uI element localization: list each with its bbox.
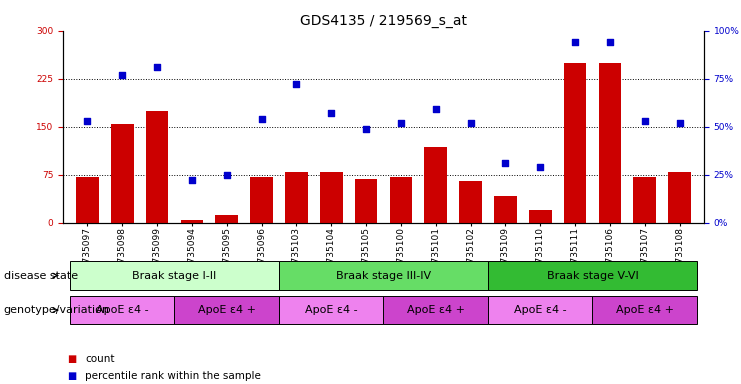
Point [569,39,581,45]
Bar [634,177,656,223]
Bar [216,215,238,223]
Point [499,160,511,166]
Text: Braak stage I-II: Braak stage I-II [133,270,216,281]
Text: ApoE ε4 +: ApoE ε4 + [407,305,465,315]
Bar [564,63,586,223]
Text: ApoE ε4 -: ApoE ε4 - [96,305,148,315]
Text: genotype/variation: genotype/variation [4,305,110,315]
Bar [76,177,99,223]
Text: ApoE ε4 -: ApoE ε4 - [514,305,567,315]
Bar [425,147,447,223]
Bar [320,172,342,223]
Text: ApoE ε4 +: ApoE ε4 + [198,305,256,315]
Point [116,72,128,78]
Bar [459,181,482,223]
Bar [529,210,551,223]
Point [221,172,233,178]
Point [290,81,302,88]
Point [534,164,546,170]
Text: Braak stage III-IV: Braak stage III-IV [336,270,431,281]
Text: ApoE ε4 -: ApoE ε4 - [305,305,357,315]
Text: percentile rank within the sample: percentile rank within the sample [85,371,261,381]
Point [674,120,685,126]
Point [186,177,198,184]
Text: disease state: disease state [4,270,78,281]
Bar [111,124,133,223]
Point [82,118,93,124]
Point [465,120,476,126]
Bar [494,196,516,223]
Text: ApoE ε4 +: ApoE ε4 + [616,305,674,315]
Point [604,39,616,45]
Point [325,110,337,116]
Point [430,106,442,113]
Bar [285,172,308,223]
Point [639,118,651,124]
Bar [355,179,377,223]
Point [395,120,407,126]
Bar [146,111,168,223]
Bar [181,220,203,223]
Point [360,126,372,132]
Bar [599,63,621,223]
Text: Braak stage V-VI: Braak stage V-VI [547,270,638,281]
Title: GDS4135 / 219569_s_at: GDS4135 / 219569_s_at [300,14,467,28]
Bar [250,177,273,223]
Bar [390,177,412,223]
Point [256,116,268,122]
Text: ■: ■ [67,354,76,364]
Point [151,64,163,70]
Text: count: count [85,354,115,364]
Text: ■: ■ [67,371,76,381]
Bar [668,172,691,223]
